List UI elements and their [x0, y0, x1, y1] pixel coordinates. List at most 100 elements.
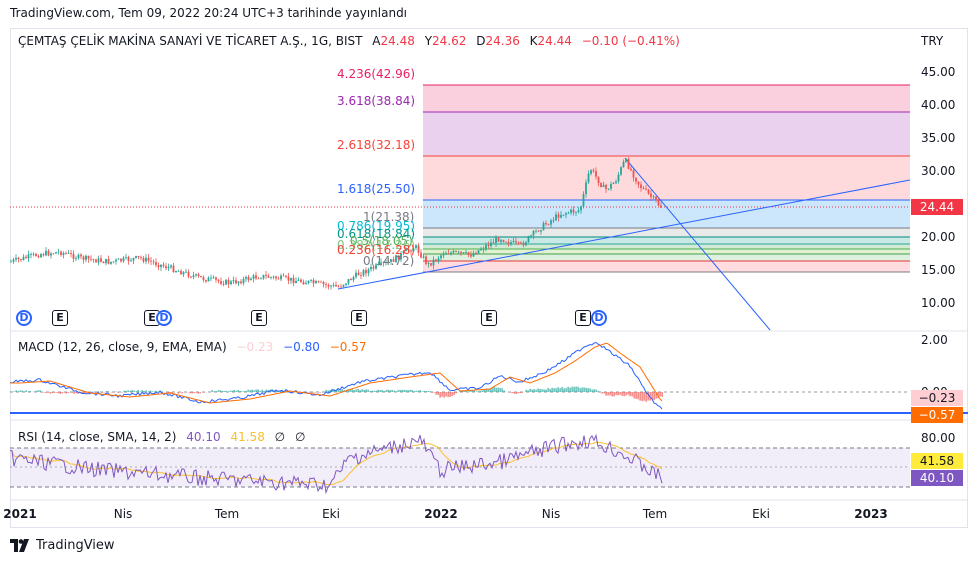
fib-label-0618: 0.618(18.84): [337, 227, 416, 241]
macd-hist-bar: [395, 391, 397, 392]
candle-body: [295, 280, 297, 284]
macd-hist-bar: [621, 392, 623, 396]
candle-body: [155, 261, 157, 266]
candle-body: [347, 279, 350, 284]
candle-body: [57, 251, 60, 253]
footer-brand[interactable]: TradingView: [10, 538, 115, 553]
macd-hist-bar: [97, 391, 99, 392]
candle-body: [217, 279, 220, 282]
macd-hist-bar: [137, 389, 139, 392]
candle-body: [322, 281, 325, 285]
candle-body: [367, 269, 370, 274]
candle-body: [262, 274, 265, 279]
macd-hist-bar: [123, 390, 125, 392]
candle-body: [97, 258, 100, 263]
candlestick-series: [10, 157, 662, 290]
earnings-marker[interactable]: E: [52, 310, 68, 326]
candle-body: [470, 254, 472, 257]
macd-hist-bar: [81, 392, 83, 394]
macd-hist-bar: [157, 391, 159, 392]
rsi-value: 40.10: [186, 430, 221, 444]
candle-body: [540, 230, 542, 232]
candle-body: [292, 277, 295, 284]
dividend-marker[interactable]: D: [591, 310, 607, 326]
candle-body: [297, 279, 300, 281]
earnings-marker[interactable]: E: [481, 310, 497, 326]
fib-zone-0618: [423, 244, 910, 249]
macd-hist-bar: [275, 389, 277, 392]
candle-body: [12, 259, 15, 262]
candle-body: [565, 213, 567, 215]
candle-body: [412, 247, 415, 252]
candle-body: [55, 252, 57, 254]
macd-hist-bar: [203, 392, 205, 393]
candle-body: [652, 196, 655, 198]
macd-hist-bar: [125, 390, 127, 392]
macd-hist-bar: [581, 387, 583, 392]
candle-body: [17, 257, 20, 260]
candle-body: [135, 256, 137, 259]
candle-body: [60, 251, 62, 256]
candle-body: [30, 254, 32, 255]
macd-hist-bar: [465, 390, 467, 392]
candle-body: [492, 242, 495, 244]
macd-hist-bar: [167, 392, 169, 394]
time-tick: Nis: [113, 507, 133, 521]
macd-hist-bar: [247, 389, 249, 392]
candle-body: [617, 174, 620, 182]
candle-body: [175, 271, 177, 273]
candle-body: [40, 254, 42, 258]
earnings-marker[interactable]: E: [251, 310, 267, 326]
macd-hist-bar: [355, 389, 357, 392]
macd-hist-bar: [191, 392, 193, 394]
candle-body: [180, 270, 182, 275]
macd-hist-bar: [607, 392, 609, 396]
candle-body: [520, 242, 522, 244]
candle-body: [100, 258, 102, 262]
candle-body: [330, 285, 332, 287]
macd-hist-bar: [483, 389, 485, 392]
earnings-marker[interactable]: E: [575, 310, 591, 326]
candle-body: [130, 260, 132, 262]
candle-body: [502, 240, 505, 242]
change-value: −0.10 (−0.41%): [581, 34, 680, 48]
macd-hist-bar: [587, 388, 589, 392]
macd-hist-bar: [357, 388, 359, 392]
candle-body: [440, 255, 442, 259]
macd-hist-bar: [401, 389, 403, 392]
earnings-marker[interactable]: E: [351, 310, 367, 326]
macd-hist-bar: [433, 392, 435, 393]
candle-body: [560, 214, 562, 218]
macd-hist-bar: [629, 392, 631, 397]
macd-hist-bar: [25, 390, 27, 392]
candle-body: [25, 256, 27, 259]
candle-body: [137, 256, 140, 258]
candle-body: [392, 259, 395, 262]
macd-hist-bar: [579, 388, 581, 392]
dividend-marker[interactable]: D: [16, 310, 32, 326]
candle-body: [570, 209, 572, 213]
macd-hist-bar: [561, 386, 563, 392]
macd-hist-bar: [559, 388, 561, 392]
macd-hist-bar: [145, 390, 147, 392]
candle-body: [372, 266, 375, 269]
macd-hist-bar: [477, 391, 479, 392]
candle-body: [270, 277, 272, 278]
macd-hist-bar: [549, 388, 551, 392]
candle-body: [377, 263, 380, 265]
macd-hist-bar: [161, 391, 163, 392]
candle-body: [272, 276, 275, 278]
candle-body: [120, 258, 122, 262]
dividend-marker[interactable]: D: [156, 310, 172, 326]
fib-label-05: 0.5(18.05): [350, 234, 413, 248]
time-tick: Tem: [214, 507, 240, 521]
macd-hist-bar: [469, 390, 471, 392]
macd-hist-bar: [497, 387, 499, 392]
candle-body: [37, 256, 40, 258]
candle-body: [605, 184, 607, 190]
candle-body: [182, 271, 185, 275]
macd-hist-bar: [149, 390, 151, 392]
price-tick: 15.00: [921, 263, 956, 277]
candle-body: [500, 240, 502, 242]
